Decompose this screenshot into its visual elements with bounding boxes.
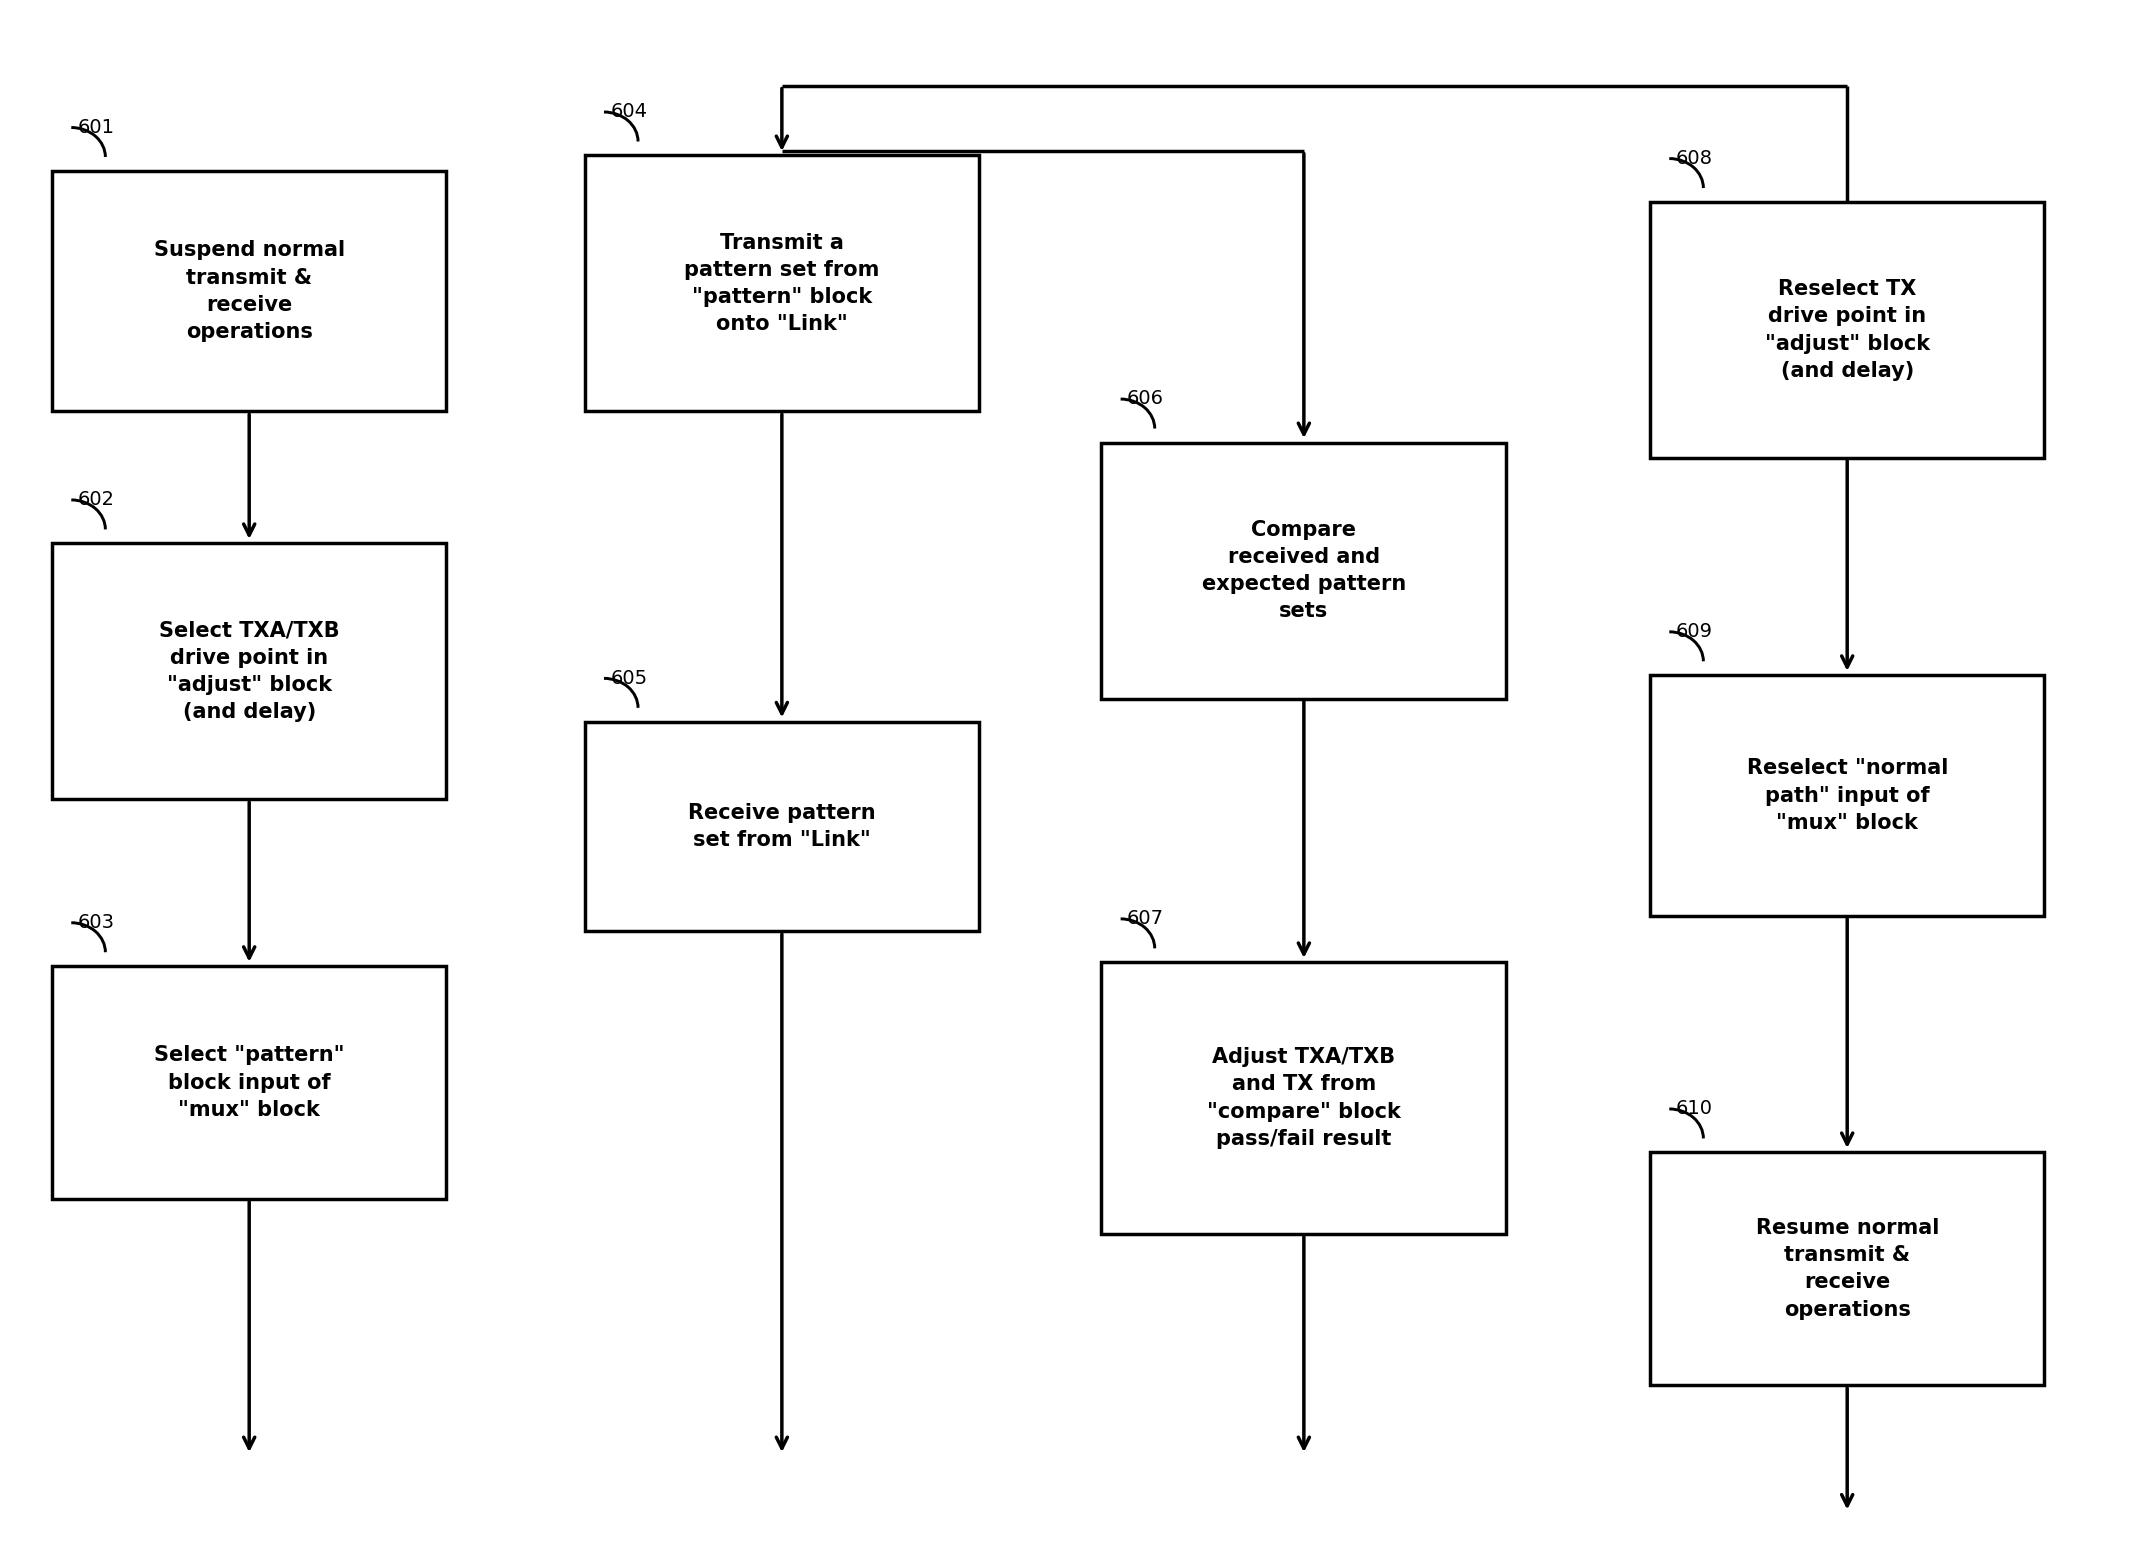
- Bar: [51, 543, 447, 799]
- Bar: [1102, 963, 1506, 1234]
- Text: Reselect "normal
path" input of
"mux" block: Reselect "normal path" input of "mux" bl…: [1748, 758, 1949, 833]
- Text: Adjust TXA/TXB
and TX from
"compare" block
pass/fail result: Adjust TXA/TXB and TX from "compare" blo…: [1206, 1047, 1401, 1148]
- Text: Receive pattern
set from "Link": Receive pattern set from "Link": [689, 803, 875, 850]
- Text: Select "pattern"
block input of
"mux" block: Select "pattern" block input of "mux" bl…: [154, 1045, 344, 1120]
- Bar: [1649, 1153, 2045, 1385]
- Bar: [1649, 201, 2045, 459]
- Text: Suspend normal
transmit &
receive
operations: Suspend normal transmit & receive operat…: [154, 240, 344, 342]
- Bar: [51, 966, 447, 1200]
- Bar: [584, 156, 980, 412]
- Text: 608: 608: [1675, 148, 1713, 168]
- Text: 606: 606: [1127, 390, 1164, 409]
- Text: 601: 601: [77, 119, 116, 137]
- Text: 604: 604: [610, 103, 648, 122]
- Text: Transmit a
pattern set from
"pattern" block
onto "Link": Transmit a pattern set from "pattern" bl…: [684, 232, 879, 334]
- Text: Resume normal
transmit &
receive
operations: Resume normal transmit & receive operati…: [1756, 1218, 1938, 1320]
- Text: 602: 602: [77, 490, 116, 509]
- Text: Reselect TX
drive point in
"adjust" block
(and delay): Reselect TX drive point in "adjust" bloc…: [1765, 279, 1929, 381]
- Bar: [584, 722, 980, 931]
- Text: 605: 605: [610, 669, 648, 688]
- Text: 603: 603: [77, 913, 116, 931]
- Text: Compare
received and
expected pattern
sets: Compare received and expected pattern se…: [1202, 519, 1405, 621]
- Text: 610: 610: [1675, 1100, 1713, 1119]
- Text: 609: 609: [1675, 622, 1713, 641]
- Bar: [51, 172, 447, 412]
- Text: 607: 607: [1127, 909, 1164, 928]
- Bar: [1102, 443, 1506, 699]
- Bar: [1649, 675, 2045, 916]
- Text: Select TXA/TXB
drive point in
"adjust" block
(and delay): Select TXA/TXB drive point in "adjust" b…: [158, 621, 340, 722]
